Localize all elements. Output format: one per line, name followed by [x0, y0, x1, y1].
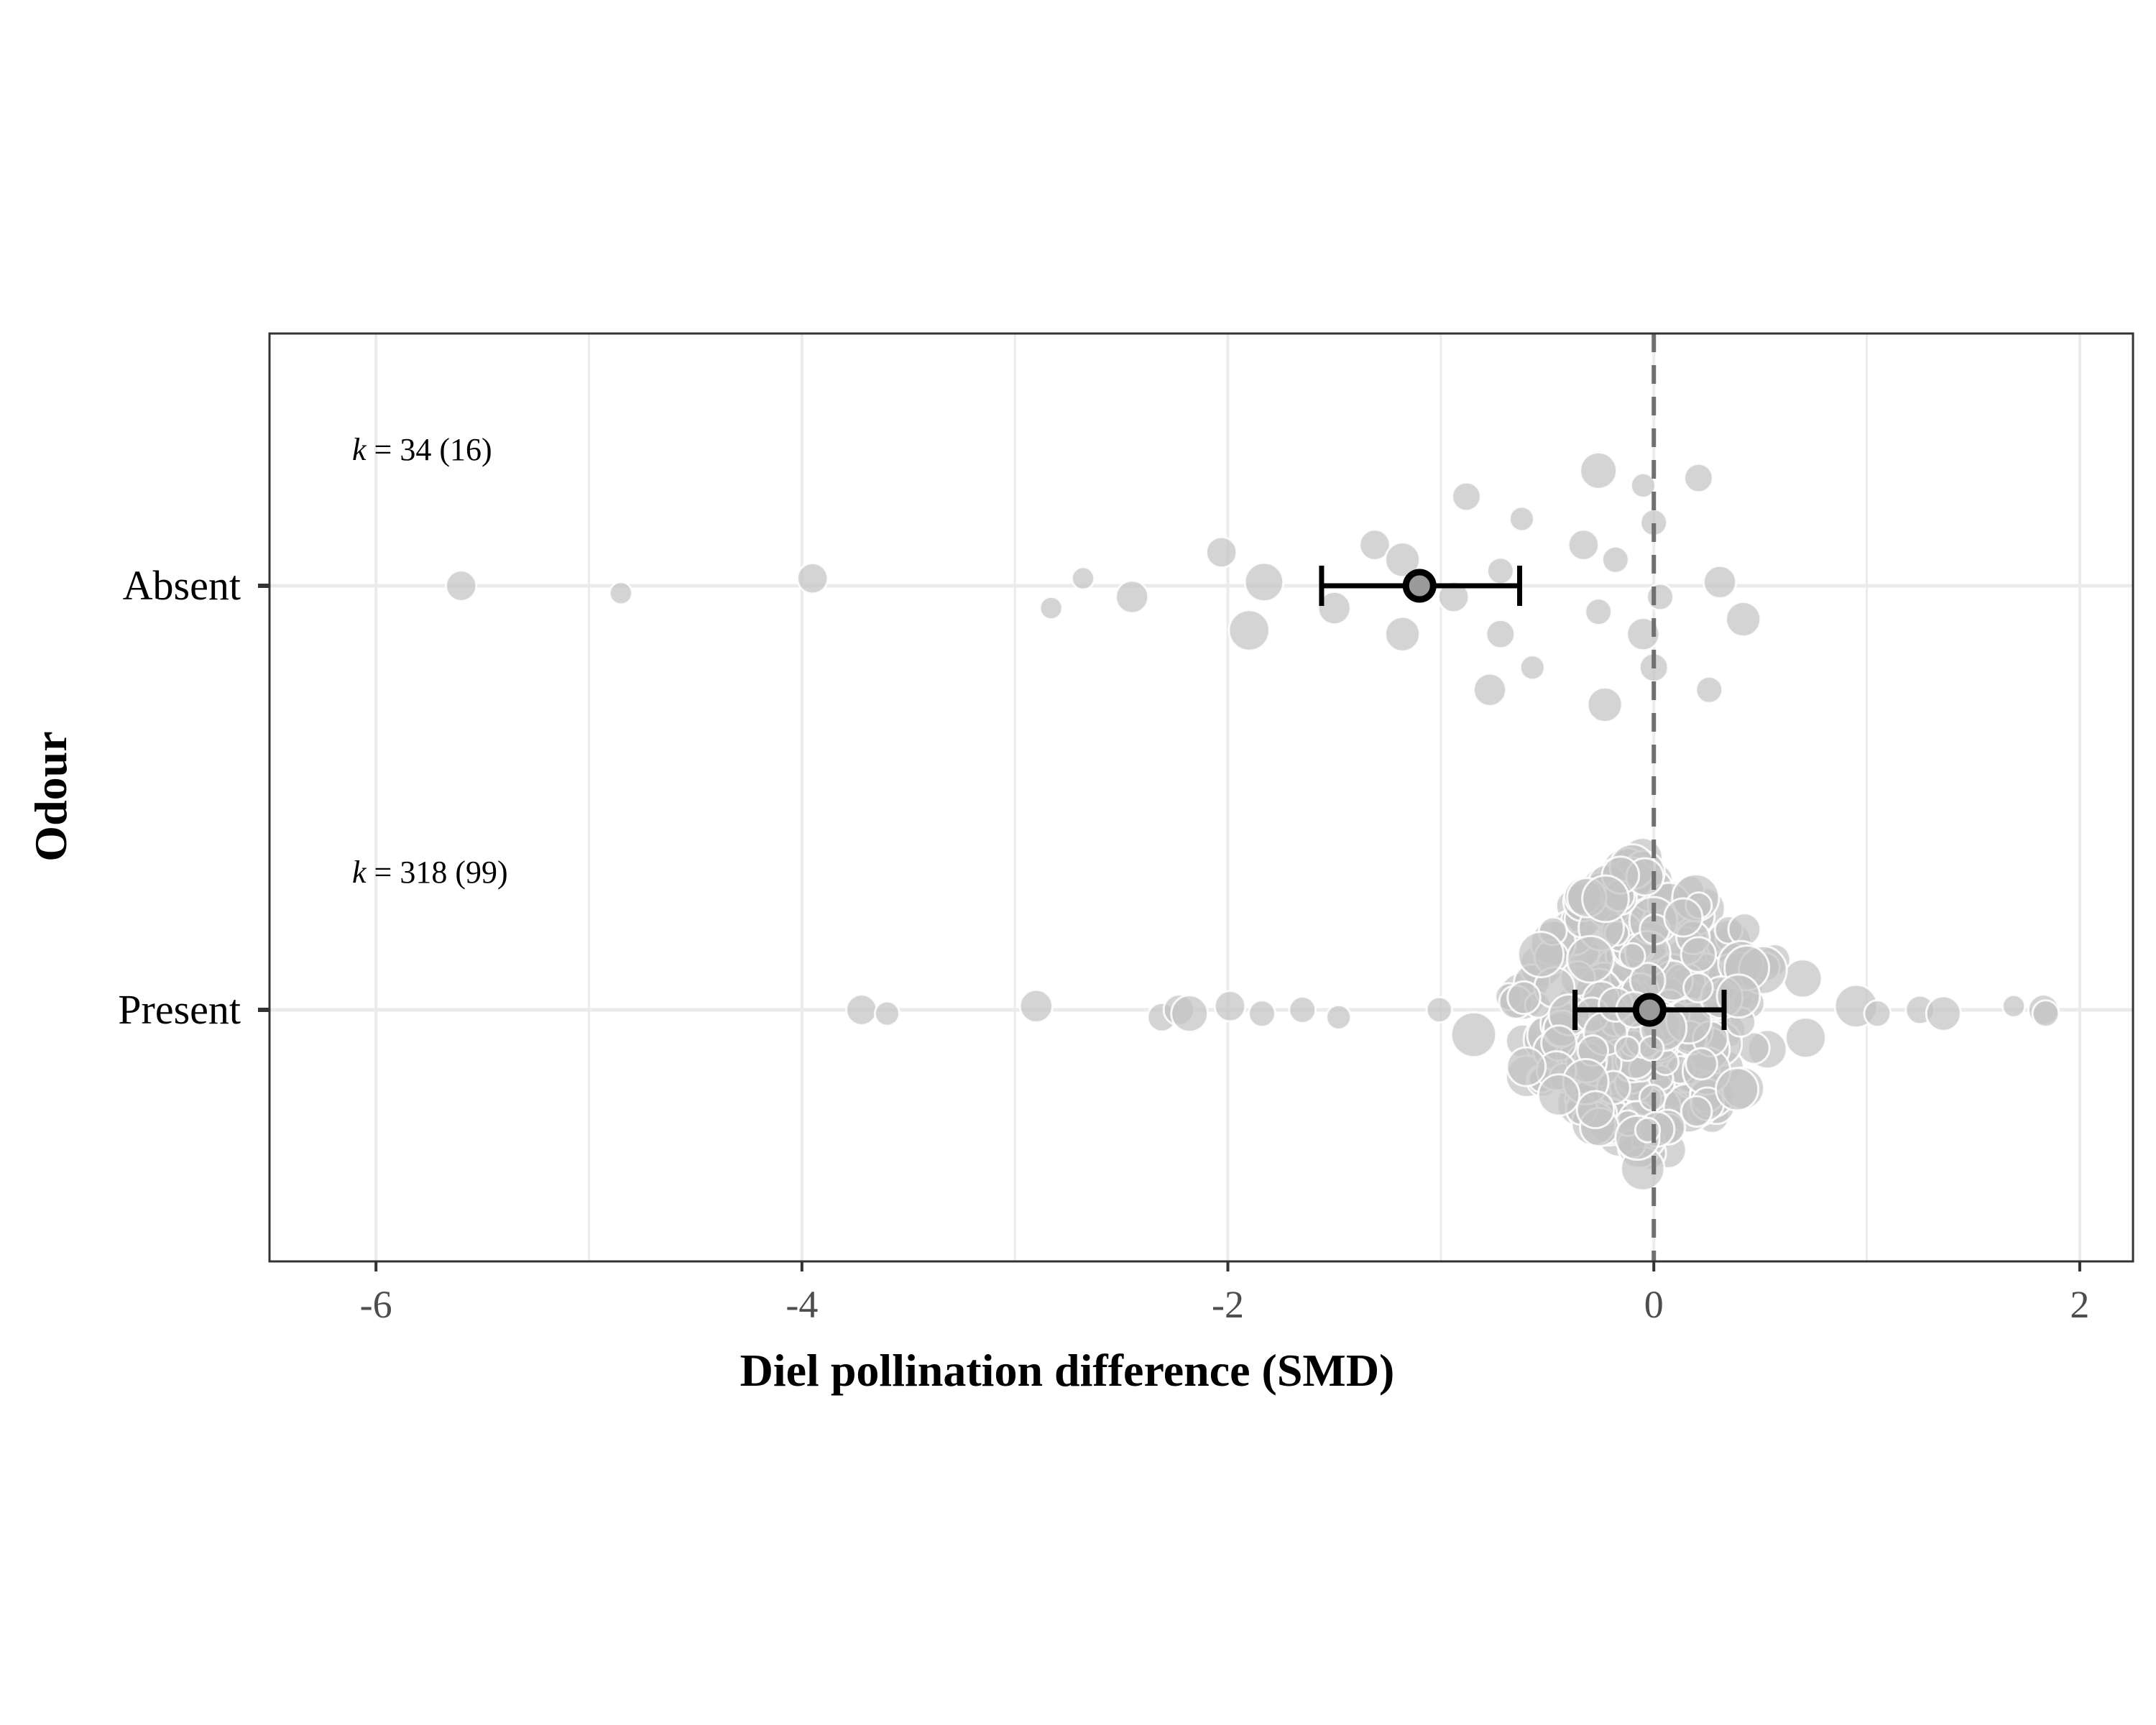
k-symbol: k	[352, 855, 367, 890]
effect-point	[1646, 582, 1675, 612]
effect-point	[1600, 545, 1630, 574]
effect-point	[1038, 595, 1064, 621]
effect-point	[1695, 675, 1724, 704]
effect-point	[1725, 601, 1762, 638]
y-axis: Absent Present	[118, 562, 270, 1033]
effect-point	[1451, 481, 1482, 512]
effect-point	[1485, 556, 1515, 586]
effect-point	[1685, 1046, 1718, 1081]
effect-point	[1863, 999, 1892, 1029]
effect-point	[1204, 535, 1238, 569]
effect-point	[1537, 1073, 1581, 1117]
effect-point	[1325, 1003, 1353, 1031]
effect-point	[1018, 988, 1054, 1024]
effect-point	[1248, 999, 1276, 1029]
k-value: = 34 (16)	[367, 432, 492, 467]
x-tick-label: -6	[360, 1283, 392, 1326]
effect-point	[1581, 874, 1630, 924]
effect-point	[1472, 672, 1508, 707]
effect-point	[608, 581, 634, 606]
effect-point	[1508, 505, 1535, 533]
effect-point	[1613, 1035, 1641, 1062]
effect-point	[1586, 686, 1623, 723]
effect-point	[873, 1000, 900, 1027]
effect-point	[1715, 1067, 1760, 1112]
effect-point	[1715, 973, 1761, 1019]
effect-point	[796, 561, 829, 595]
effect-point	[1925, 995, 1962, 1032]
panel-border	[268, 332, 2134, 1263]
effect-point	[1519, 654, 1546, 681]
k-value: = 318 (99)	[367, 855, 508, 890]
effect-point	[1683, 462, 1714, 494]
effect-point	[1450, 1011, 1498, 1059]
effect-point	[1384, 615, 1422, 653]
effect-point	[1070, 566, 1096, 591]
effect-point	[1584, 597, 1613, 627]
effect-point	[1517, 930, 1565, 979]
effect-point	[1288, 995, 1317, 1024]
effect-point	[1629, 472, 1657, 499]
effect-point	[1358, 528, 1391, 561]
effect-point	[1213, 990, 1247, 1023]
effect-point	[1682, 972, 1714, 1004]
k-label: k = 318 (99)	[352, 855, 508, 890]
effect-point	[1618, 942, 1646, 970]
x-tick-label: 2	[2070, 1283, 2089, 1326]
effect-point	[845, 993, 878, 1026]
effect-point	[1663, 897, 1704, 938]
effect-point	[1638, 1034, 1665, 1062]
effect-point	[1680, 1095, 1713, 1128]
effect-point	[2031, 999, 2060, 1029]
k-label: k = 34 (16)	[352, 432, 492, 467]
y-axis-title: Odour	[25, 731, 76, 861]
effect-point	[1317, 590, 1352, 626]
estimate-point	[1632, 993, 1667, 1027]
x-axis-title: Diel pollination difference (SMD)	[740, 1345, 1395, 1396]
effect-point	[1579, 451, 1618, 490]
effect-point	[1702, 564, 1738, 599]
effect-point	[1567, 528, 1600, 561]
effect-point	[1566, 934, 1616, 984]
estimates	[1319, 566, 1727, 1030]
effect-point	[1437, 580, 1470, 614]
effect-point	[1115, 579, 1150, 615]
effect-point	[1227, 609, 1271, 652]
effect-point	[1782, 958, 1823, 999]
effect-point	[2001, 993, 2027, 1018]
effect-point	[1506, 980, 1542, 1016]
k-annotations: k = 34 (16)k = 318 (99)	[352, 432, 508, 890]
effect-point	[1506, 1046, 1547, 1087]
effect-point	[1634, 1116, 1662, 1144]
effect-point	[1575, 1090, 1616, 1130]
effect-point	[1384, 541, 1422, 579]
effect-point	[1485, 618, 1516, 650]
x-tick-label: -4	[786, 1283, 818, 1326]
effect-point	[1626, 617, 1661, 652]
x-tick-label: 0	[1644, 1283, 1664, 1326]
x-axis: -6 -4 -2 0 2	[360, 1261, 2089, 1326]
effect-point	[1243, 561, 1285, 603]
k-symbol: k	[352, 432, 367, 467]
y-tick-label: Absent	[123, 562, 241, 609]
x-tick-label: -2	[1212, 1283, 1244, 1326]
y-tick-label: Present	[118, 986, 241, 1033]
effect-point	[1170, 994, 1210, 1034]
effect-point	[1784, 1016, 1827, 1059]
estimate-point	[1402, 569, 1437, 603]
effect-point	[445, 569, 478, 602]
effect-point	[1680, 936, 1718, 973]
effect-point	[1425, 995, 1453, 1024]
